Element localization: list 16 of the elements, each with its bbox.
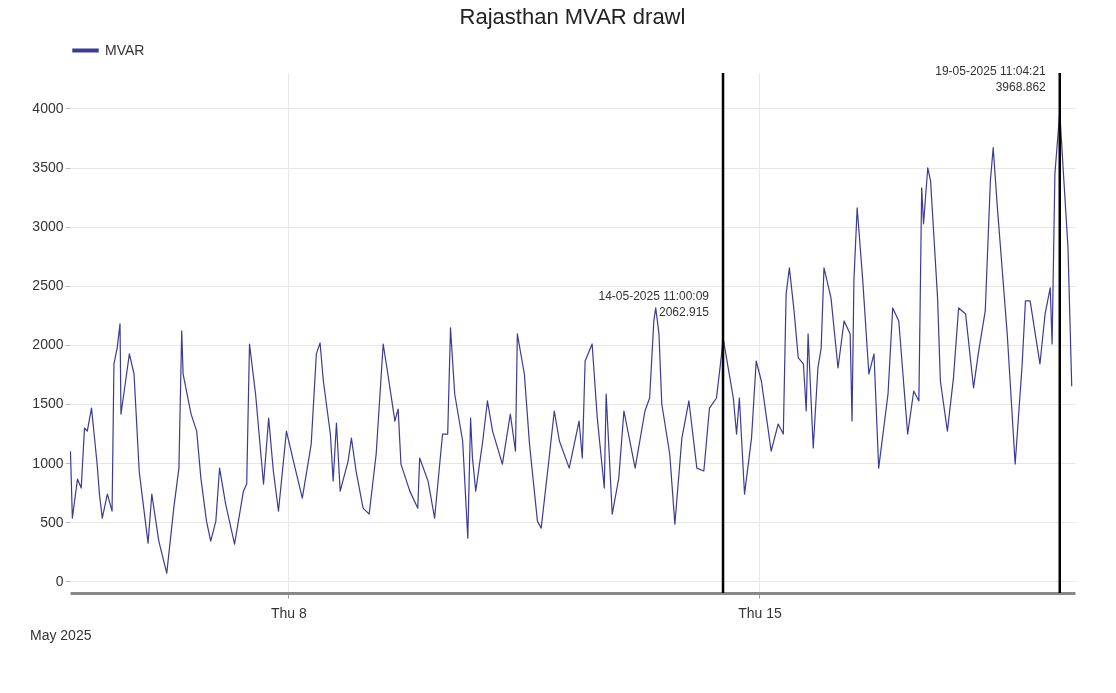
y-tick-label: 2000 (32, 336, 64, 353)
annotation: 19-05-2025 11:04:21 3968.862 (935, 64, 1047, 95)
x-tick-label: Thu 15 (738, 604, 782, 621)
annotation: 14-05-2025 11:00:09 2062.915 (598, 289, 710, 320)
y-tick-label: 1000 (32, 454, 64, 471)
y-tick-label: 500 (40, 513, 64, 530)
y-tick-label: 3000 (32, 218, 64, 235)
y-tick-label: 4000 (32, 99, 64, 116)
text: May 2025 (30, 627, 92, 643)
y-tick-label: 2500 (32, 277, 64, 294)
y-tick-label: 0 (55, 572, 64, 589)
y-tick-label: 3500 (32, 159, 64, 176)
chart-title: Rajasthan MVAR drawl (459, 4, 686, 29)
x-tick-label: Thu 8 (270, 604, 307, 621)
legend-label: MVAR (105, 41, 145, 58)
y-tick-label: 1500 (32, 395, 64, 412)
